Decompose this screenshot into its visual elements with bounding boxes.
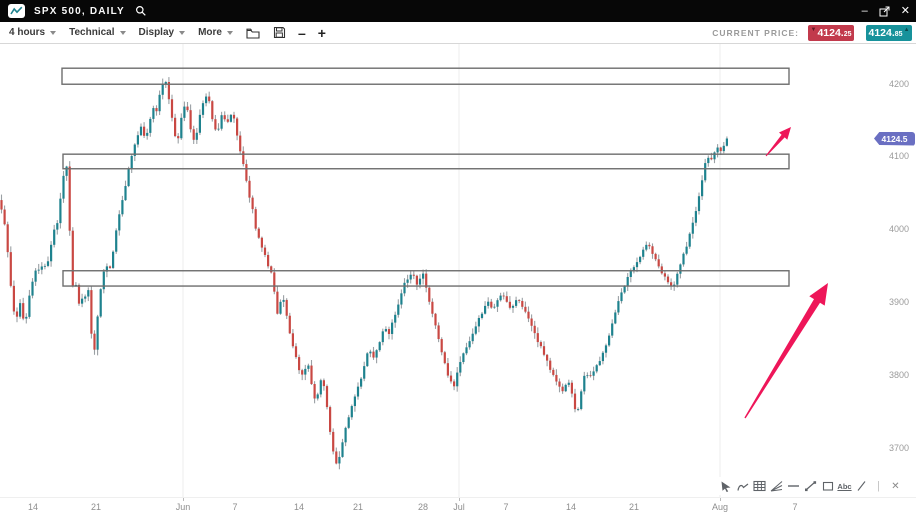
current-price-label: CURRENT PRICE:: [712, 27, 799, 38]
zone-resistance-upper[interactable]: [61, 67, 790, 85]
save-icon[interactable]: [273, 26, 286, 39]
chart-area: 4200 4100 4000 3900 3800 3700 14 21 Jun 7 14 21 28 J…: [0, 44, 916, 514]
candles: [0, 77, 728, 470]
minimize-button[interactable]: –: [861, 5, 868, 17]
price-down-icon: ▼: [810, 26, 817, 33]
price-axis[interactable]: 4200 4100 4000 3900 3800 3700: [862, 44, 916, 497]
more-dropdown[interactable]: More: [198, 27, 233, 38]
price-tick-4100: 4100: [888, 151, 909, 162]
last-price-badge: 4124.5: [874, 131, 915, 146]
time-tick-Aug: Aug: [711, 502, 729, 512]
arrow-rally[interactable]: [744, 283, 828, 419]
pointer-tool-icon[interactable]: [719, 479, 732, 493]
chevron-down-icon: [119, 31, 126, 35]
timeframe-label: 4 hours: [9, 27, 46, 38]
open-folder-icon[interactable]: [246, 27, 260, 39]
sell-price-dec: 25: [843, 30, 852, 38]
time-tick-21: 21: [628, 502, 640, 512]
price-tick-4200: 4200: [888, 78, 909, 89]
time-tick-7: 7: [503, 502, 509, 512]
technical-label: Technical: [69, 27, 115, 38]
buy-price-dec: 85: [894, 30, 903, 38]
time-tick-Jul: Jul: [453, 502, 465, 512]
fan-lines-tool-icon[interactable]: [770, 479, 783, 493]
price-tick-3700: 3700: [888, 442, 909, 453]
candlestick-chart[interactable]: [0, 44, 862, 497]
buy-price-badge: 4124. 85 ▲: [866, 24, 912, 41]
time-tick-28: 28: [417, 502, 429, 512]
symbol-title: SPX 500, DAILY: [34, 5, 125, 17]
drawing-toolbar: Abc | ✕: [716, 477, 905, 495]
toolbar-separator: |: [877, 480, 880, 492]
time-tick-14: 14: [293, 502, 305, 512]
time-tick-21: 21: [352, 502, 364, 512]
line-tool-icon[interactable]: [855, 479, 868, 493]
price-tick-3900: 3900: [888, 297, 909, 308]
current-price-area: CURRENT PRICE: ▼ 4124. 25 4124. 85 ▲: [712, 22, 912, 43]
time-axis[interactable]: 14 21 Jun 7 14 21 28 Jul 7 14 21 Aug 7: [0, 497, 916, 515]
elbow-line-tool-icon[interactable]: [736, 479, 749, 493]
trend-line-tool-icon[interactable]: [804, 479, 817, 493]
close-drawing-toolbar-icon[interactable]: ✕: [891, 480, 900, 492]
search-icon[interactable]: [135, 5, 147, 17]
chevron-down-icon: [227, 31, 233, 35]
zoom-in-button[interactable]: +: [317, 24, 326, 41]
axis-tick-mark: [720, 498, 721, 501]
time-tick-14: 14: [565, 502, 577, 512]
app-logo-icon: [8, 4, 25, 18]
time-tick-7: 7: [792, 502, 798, 512]
popout-button[interactable]: [879, 6, 890, 17]
technical-dropdown[interactable]: Technical: [69, 27, 126, 38]
chevron-down-icon: [50, 31, 57, 35]
sell-price-badge: ▼ 4124. 25: [808, 24, 854, 41]
more-label: More: [198, 27, 222, 38]
chart-toolbar: 4 hours Technical Display More – + CURRE…: [0, 22, 916, 44]
close-button[interactable]: ✕: [900, 5, 910, 17]
time-tick-7: 7: [232, 502, 238, 512]
sell-price-main: 4124.: [817, 26, 844, 39]
zoom-out-button[interactable]: –: [298, 24, 306, 41]
text-tool-icon[interactable]: Abc: [837, 481, 852, 491]
buy-price-main: 4124.: [868, 26, 895, 39]
time-tick-14: 14: [27, 502, 39, 512]
price-tick-4000: 4000: [888, 224, 909, 235]
arrow-breakout[interactable]: [765, 127, 791, 157]
table-tool-icon[interactable]: [753, 479, 766, 493]
price-tick-3800: 3800: [888, 369, 909, 380]
window-controls: – ✕: [862, 0, 910, 22]
horizontal-line-tool-icon[interactable]: [787, 479, 800, 493]
axis-tick-mark: [459, 498, 460, 501]
time-tick-Jun: Jun: [175, 502, 191, 512]
display-label: Display: [138, 27, 175, 38]
timeframe-dropdown[interactable]: 4 hours: [9, 27, 57, 38]
time-tick-21: 21: [90, 502, 102, 512]
axis-tick-mark: [183, 498, 184, 501]
chevron-down-icon: [179, 31, 186, 35]
zone-support-zone[interactable]: [62, 270, 790, 287]
title-bar: SPX 500, DAILY – ✕: [0, 0, 916, 22]
zone-resistance-mid[interactable]: [62, 153, 790, 170]
rectangle-tool-icon[interactable]: [821, 479, 834, 493]
price-up-icon: ▲: [903, 26, 910, 33]
display-dropdown[interactable]: Display: [139, 27, 186, 38]
